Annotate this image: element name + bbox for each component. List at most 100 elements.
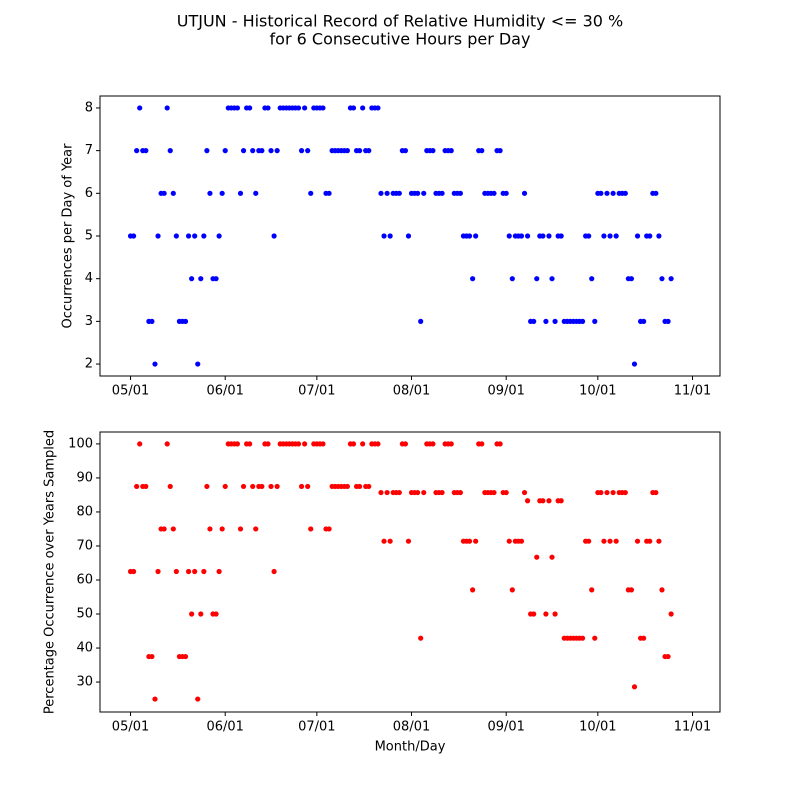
point — [503, 489, 509, 496]
point — [598, 190, 604, 196]
point — [656, 538, 662, 544]
x-tick-label: 05/01 — [112, 720, 149, 735]
point — [531, 318, 537, 324]
point — [610, 190, 616, 196]
point — [598, 489, 604, 496]
point — [308, 190, 314, 196]
point — [305, 483, 311, 490]
point — [265, 105, 271, 111]
x-tick-label: 10/01 — [579, 384, 616, 399]
point — [185, 568, 192, 575]
point — [143, 483, 149, 490]
point — [421, 190, 427, 196]
point — [381, 538, 387, 544]
point — [610, 489, 616, 496]
point — [268, 483, 274, 490]
x-tick-label: 09/01 — [487, 720, 524, 735]
point — [546, 233, 552, 239]
point — [430, 441, 436, 447]
point — [503, 190, 509, 196]
point — [170, 526, 176, 532]
point — [518, 233, 525, 239]
point — [173, 233, 179, 239]
point — [137, 105, 143, 111]
x-tick-label: 05/01 — [112, 384, 149, 399]
point — [415, 489, 421, 496]
point — [219, 526, 225, 532]
x-tick-label: 06/01 — [206, 384, 243, 399]
point — [213, 276, 219, 282]
point — [170, 190, 176, 196]
point — [402, 441, 409, 447]
point — [259, 148, 265, 154]
point — [320, 105, 326, 111]
y-tick-label: 70 — [76, 538, 93, 553]
point — [182, 318, 189, 324]
point — [653, 190, 659, 196]
point — [182, 653, 189, 660]
point — [586, 233, 592, 239]
point — [641, 318, 647, 324]
point — [552, 318, 558, 324]
point — [268, 148, 274, 154]
x-tick-label: 10/01 — [579, 720, 616, 735]
point — [601, 233, 607, 239]
point — [665, 653, 671, 660]
point — [207, 190, 213, 196]
point — [647, 538, 653, 544]
point — [531, 611, 537, 617]
point — [509, 587, 515, 593]
point — [418, 318, 424, 324]
point — [589, 276, 595, 282]
point — [402, 148, 409, 154]
y-tick-label: 60 — [76, 572, 93, 587]
x-tick-label: 07/01 — [298, 720, 335, 735]
point — [634, 538, 641, 544]
point — [152, 696, 158, 702]
y-tick-label: 4 — [85, 271, 93, 286]
point — [134, 148, 140, 154]
point — [430, 148, 436, 154]
y-tick-label: 90 — [76, 470, 93, 485]
point — [405, 233, 412, 239]
point — [628, 276, 635, 282]
point — [473, 538, 479, 544]
point — [164, 105, 170, 111]
point — [360, 441, 366, 447]
x-tick-label: 09/01 — [487, 384, 524, 399]
point — [204, 483, 210, 490]
point — [344, 148, 350, 154]
point — [320, 441, 326, 447]
point — [302, 441, 308, 447]
point — [149, 318, 155, 324]
point — [622, 190, 628, 196]
point — [659, 276, 665, 282]
point — [240, 148, 247, 154]
point — [405, 538, 412, 544]
x-tick-label: 08/01 — [393, 384, 430, 399]
point — [240, 483, 247, 490]
point — [592, 635, 598, 641]
x-tick-label: 11/01 — [674, 720, 711, 735]
point — [549, 554, 555, 560]
point — [295, 441, 302, 447]
y-tick-label: 5 — [85, 229, 93, 244]
point — [295, 105, 302, 111]
point — [207, 526, 213, 532]
point — [546, 498, 552, 504]
point — [195, 361, 201, 367]
point — [326, 190, 332, 196]
point — [253, 190, 259, 196]
point — [326, 526, 332, 532]
point — [586, 538, 592, 544]
y-tick-label: 6 — [85, 186, 93, 201]
point — [237, 526, 244, 532]
point — [378, 190, 384, 196]
point — [439, 489, 445, 496]
point — [592, 318, 598, 324]
point — [237, 190, 244, 196]
point — [298, 148, 305, 154]
figure-title: for 6 Consecutive Hours per Day — [270, 30, 531, 49]
point — [470, 276, 476, 282]
